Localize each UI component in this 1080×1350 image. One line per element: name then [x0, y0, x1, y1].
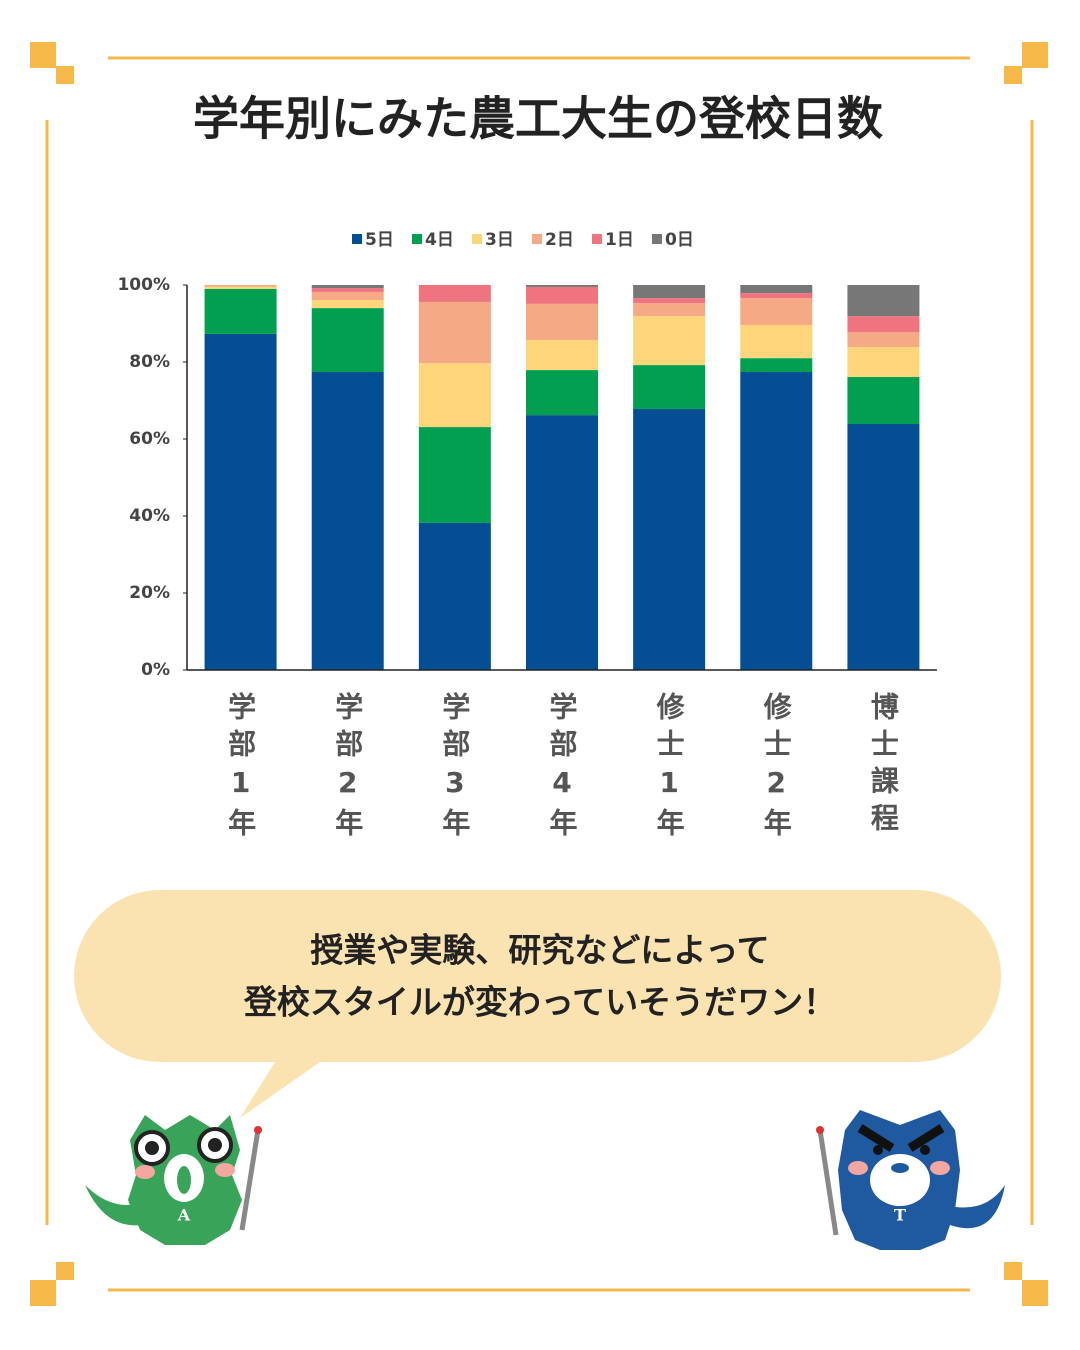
bar-segment — [418, 363, 491, 428]
corner-decoration — [30, 42, 1048, 1306]
bar-segment — [311, 285, 384, 289]
legend-label: 3日 — [485, 230, 514, 250]
bar-segment — [311, 288, 384, 292]
bar-segment — [418, 301, 491, 364]
bar-segment — [847, 377, 920, 424]
bar-segment — [311, 291, 384, 301]
legend-swatch — [592, 234, 602, 244]
title: 学年別にみた農工大生の登校日数 — [193, 92, 883, 146]
bar-segment — [740, 285, 813, 294]
bar-segment — [633, 285, 706, 299]
y-tick-label: 20% — [129, 583, 170, 603]
bar-segment — [526, 285, 598, 287]
bar-segment — [740, 298, 813, 326]
x-tick-label: 博士課程 — [867, 692, 900, 840]
bar-segment — [311, 372, 384, 670]
bar-segment — [847, 423, 920, 670]
legend-label: 5日 — [365, 230, 394, 250]
bar-segment — [633, 365, 706, 409]
x-tick-label: 学部2年 — [331, 691, 364, 845]
bar-segment — [633, 298, 706, 304]
bar-segment — [633, 316, 706, 366]
bar-segment — [204, 285, 277, 287]
bar-segment — [311, 300, 384, 309]
bar-segment — [847, 316, 920, 332]
bar-segment — [418, 285, 491, 302]
bar-segment — [526, 340, 598, 371]
bar-segment — [740, 325, 813, 359]
mascot-label: A — [177, 1206, 191, 1225]
bar-segment — [740, 358, 813, 373]
x-tick-label: 学部1年 — [224, 691, 257, 845]
speech-line: 登校スタイルが変わっていそうだワン！ — [243, 983, 836, 1022]
legend-label: 2日 — [545, 230, 574, 250]
mascot-blue — [816, 1110, 1005, 1250]
bar-segment — [311, 308, 384, 373]
legend-label: 4日 — [425, 230, 454, 250]
mascot-label: T — [894, 1206, 906, 1225]
x-tick-label: 修士2年 — [760, 692, 793, 845]
y-tick-label: 60% — [129, 429, 170, 449]
bar-segment — [526, 370, 598, 416]
y-tick-label: 80% — [129, 352, 170, 372]
legend-label: 1日 — [605, 230, 634, 250]
bar-segment — [526, 303, 598, 341]
legend-swatch — [652, 234, 662, 244]
y-tick-label: 100% — [117, 275, 170, 295]
speech-bubble — [74, 890, 1001, 1118]
bar-segment — [740, 293, 813, 299]
y-tick-label: 0% — [141, 660, 170, 680]
bar-segment — [847, 331, 920, 347]
y-tick-label: 40% — [129, 506, 170, 526]
legend-swatch — [532, 234, 542, 244]
bar-segment — [847, 346, 920, 378]
legend-swatch — [472, 234, 482, 244]
frame — [45, 56, 1034, 1292]
legend-label: 0日 — [665, 230, 694, 250]
bar-segment — [418, 427, 491, 523]
bar-segment — [418, 522, 491, 670]
bar-segment — [740, 372, 813, 670]
bar-segment — [204, 286, 277, 289]
speech-line: 授業や実験、研究などによって — [310, 931, 769, 970]
bar-segment — [633, 303, 706, 317]
bar-segment — [633, 408, 706, 670]
legend-swatch — [412, 234, 422, 244]
bar-segment — [847, 285, 920, 317]
x-tick-label: 学部3年 — [438, 691, 471, 845]
x-tick-label: 学部4年 — [546, 691, 579, 845]
mascot-green — [85, 1115, 262, 1245]
bar-segment — [526, 286, 598, 304]
bar-segment — [204, 288, 277, 334]
bar-segment — [204, 333, 277, 670]
x-tick-label: 修士1年 — [653, 692, 686, 845]
legend-swatch — [352, 234, 362, 244]
bar-segment — [526, 415, 598, 670]
